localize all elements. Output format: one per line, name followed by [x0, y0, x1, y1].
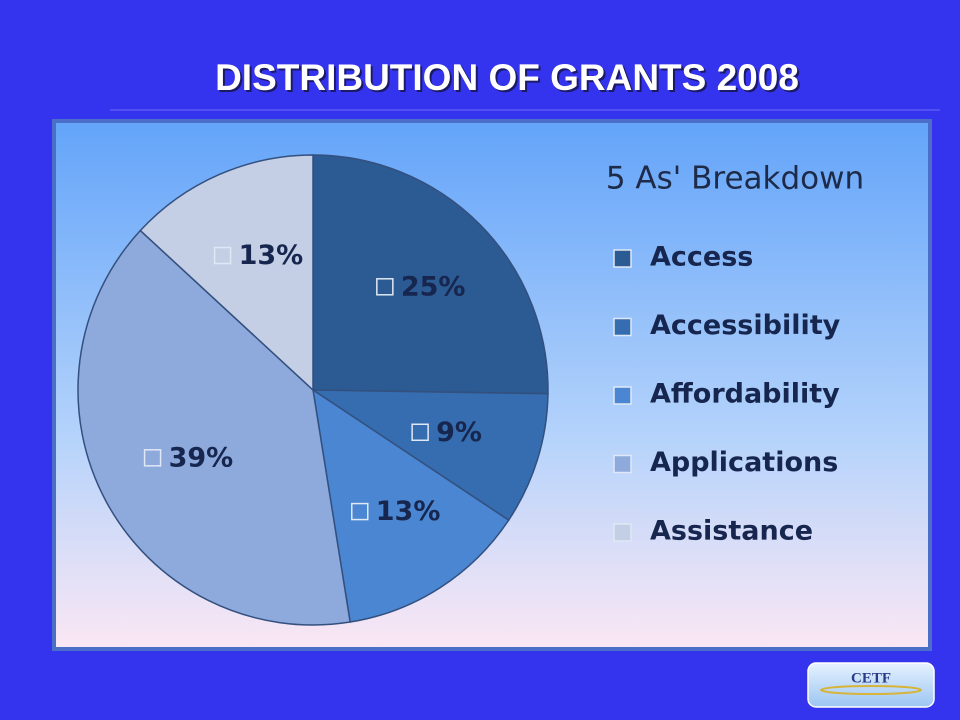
legend-swatch: [613, 454, 632, 474]
value-label: 9%: [436, 417, 482, 448]
pie-slice: [310, 389, 549, 522]
legend-label: Access: [650, 242, 753, 273]
legend-swatch: [613, 523, 632, 542]
label-marker: [411, 423, 429, 442]
legend-swatch: [613, 317, 632, 337]
value-label: 39%: [169, 442, 234, 473]
title-shadow: DISTRIBUTION OF GRANTS 2008: [217, 59, 801, 100]
legend-label: Assistance: [650, 516, 813, 547]
page-title: DISTRIBUTION OF GRANTS 2008: [215, 57, 799, 98]
legend-label: Accessibility: [650, 310, 841, 341]
legend-label: Applications: [650, 447, 838, 478]
chart-title: 5 As' Breakdown: [606, 161, 864, 197]
legend-label: Affordability: [650, 379, 840, 410]
value-label: 25%: [401, 271, 466, 302]
pie-slice: [312, 154, 549, 395]
label-marker: [376, 278, 394, 296]
label-marker: [213, 246, 232, 265]
label-marker: [351, 502, 369, 521]
value-label: 13%: [239, 240, 304, 271]
legend-swatch: [613, 386, 632, 405]
pie-slice: [311, 388, 510, 623]
pie: 25% 9% 13% 39% 13%: [77, 154, 549, 626]
value-label: 13%: [376, 496, 441, 527]
pie-slice: [77, 229, 351, 626]
legend-swatch: [613, 249, 632, 268]
pie-slice: [139, 154, 314, 392]
legend: Access Accessibility Affordability Applicat…: [613, 242, 841, 547]
logo-swoosh: [820, 685, 922, 695]
logo: CETF: [851, 670, 891, 686]
label-marker: [143, 449, 162, 467]
